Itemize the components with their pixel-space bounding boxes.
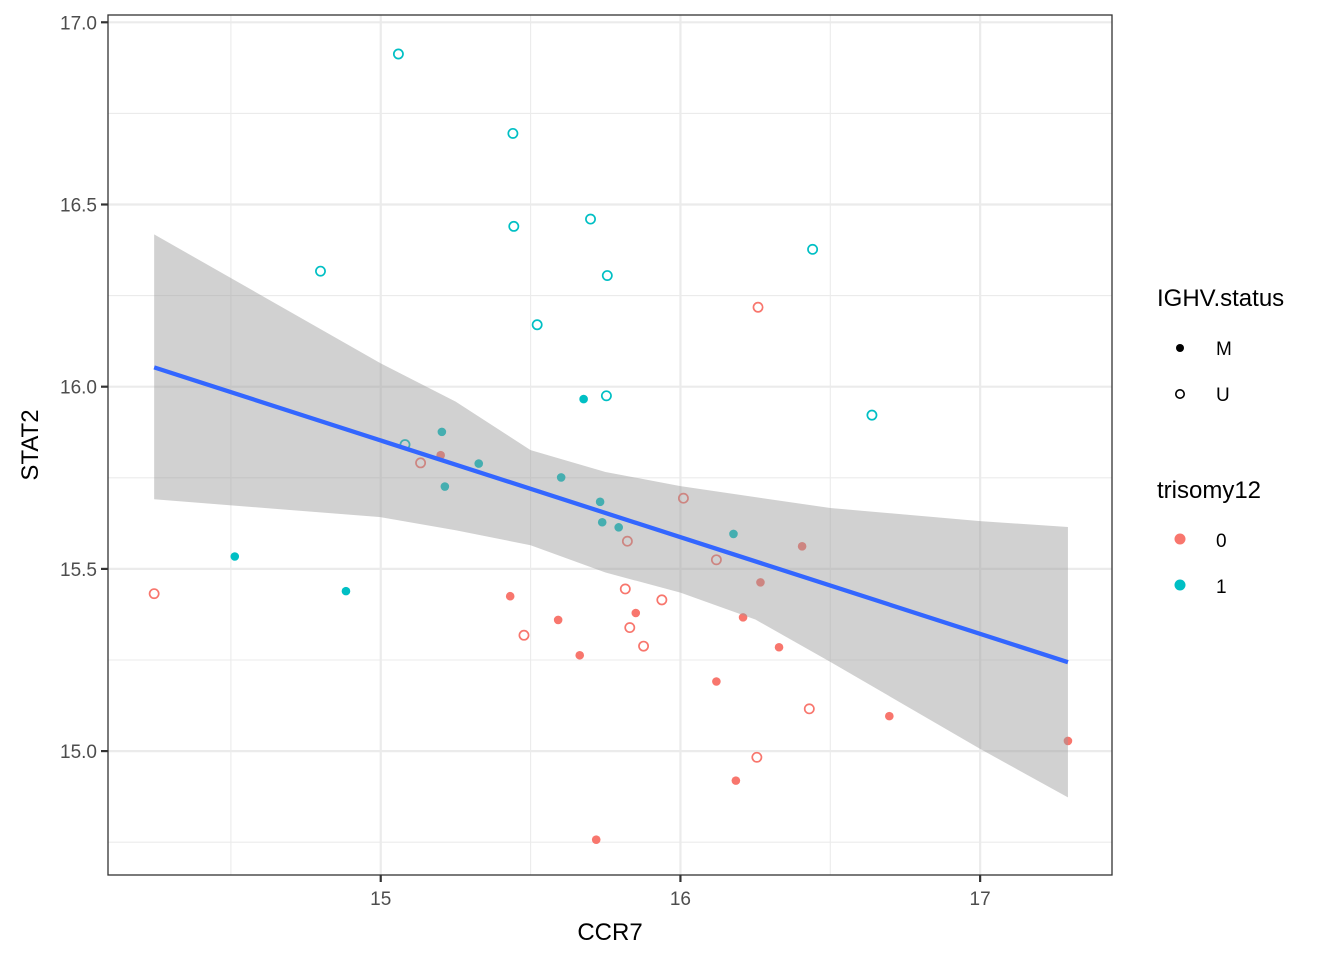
data-point-filled bbox=[774, 642, 784, 652]
data-point-filled bbox=[440, 482, 450, 491]
data-point-open bbox=[752, 301, 764, 313]
data-point-open bbox=[621, 535, 633, 547]
y-tick-label: 15.5 bbox=[60, 560, 97, 581]
data-point-filled bbox=[556, 473, 566, 482]
data-point-filled bbox=[738, 613, 748, 622]
data-point-open bbox=[585, 213, 596, 225]
data-point-filled bbox=[437, 427, 447, 437]
data-point-open bbox=[807, 243, 819, 255]
data-point-filled bbox=[756, 578, 765, 587]
grid-lines bbox=[108, 15, 1112, 875]
x-axis-title: CCR7 bbox=[577, 919, 642, 946]
data-point-filled bbox=[230, 552, 240, 561]
fit-line bbox=[153, 365, 1069, 665]
x-tick-label: 15 bbox=[370, 889, 391, 910]
data-point-filled bbox=[712, 677, 721, 686]
data-point-open bbox=[600, 390, 612, 402]
data-point-open bbox=[392, 48, 404, 60]
data-point-open bbox=[866, 409, 878, 421]
data-point-filled bbox=[579, 394, 588, 404]
data-point-open bbox=[315, 265, 326, 277]
legend-title-trisomy12: trisomy12 bbox=[1157, 477, 1261, 504]
y-tick-label: 15.0 bbox=[60, 742, 97, 763]
data-point-open bbox=[531, 319, 543, 331]
data-point-filled bbox=[575, 650, 585, 660]
data-point-filled bbox=[731, 776, 741, 785]
data-point-open bbox=[624, 622, 636, 634]
x-tick-label: 17 bbox=[970, 889, 991, 910]
legend-title-ighv-status: IGHV.status bbox=[1157, 285, 1284, 312]
data-point-open bbox=[507, 127, 519, 139]
data-point-open bbox=[710, 554, 722, 566]
legend-key-trisomy12-0 bbox=[1174, 533, 1186, 545]
data-point-open bbox=[148, 588, 160, 600]
y-tick-label: 16.5 bbox=[60, 195, 97, 216]
axes: 15 16 17 15.0 15.5 16.0 16.5 17.0 bbox=[60, 13, 991, 910]
data-point-filled bbox=[474, 459, 484, 468]
legend-key-trisomy12-1 bbox=[1174, 579, 1186, 591]
data-point-open bbox=[656, 594, 668, 606]
data-point-open bbox=[619, 583, 631, 595]
data-point-filled bbox=[614, 523, 623, 532]
data-point-open bbox=[677, 492, 689, 504]
legend-key-filled-point bbox=[1176, 344, 1184, 352]
data-point-open bbox=[803, 703, 815, 715]
data-point-filled bbox=[885, 711, 894, 721]
data-point-filled bbox=[797, 542, 807, 551]
y-tick-label: 17.0 bbox=[60, 13, 97, 34]
data-point-open bbox=[751, 751, 763, 763]
legend-label-0: 0 bbox=[1216, 531, 1227, 552]
panel-border bbox=[107, 14, 1113, 876]
data-point-open bbox=[638, 640, 650, 652]
data-point-filled bbox=[597, 517, 607, 527]
regression-line bbox=[153, 365, 1069, 665]
data-point-filled bbox=[1063, 736, 1073, 746]
data-point-open bbox=[601, 270, 613, 282]
data-point-open bbox=[518, 629, 530, 641]
legend-label-u: U bbox=[1216, 385, 1230, 406]
data-point-open bbox=[508, 220, 520, 232]
data-point-filled bbox=[505, 591, 515, 601]
data-point-filled bbox=[729, 529, 738, 539]
x-tick-label: 16 bbox=[670, 889, 691, 910]
data-point-open bbox=[415, 457, 427, 469]
y-tick-label: 16.0 bbox=[60, 378, 97, 399]
data-point-filled bbox=[341, 586, 351, 596]
data-points bbox=[148, 48, 1073, 844]
data-point-filled bbox=[553, 615, 563, 625]
y-axis-title: STAT2 bbox=[17, 409, 44, 480]
legend-label-1: 1 bbox=[1216, 577, 1227, 598]
legend-label-m: M bbox=[1216, 339, 1232, 360]
legend-key-open-point bbox=[1175, 388, 1186, 399]
legend: IGHV.status M U trisomy12 0 1 bbox=[1157, 285, 1284, 598]
data-point-filled bbox=[591, 835, 601, 844]
data-point-filled bbox=[595, 497, 605, 507]
data-point-filled bbox=[631, 608, 641, 618]
